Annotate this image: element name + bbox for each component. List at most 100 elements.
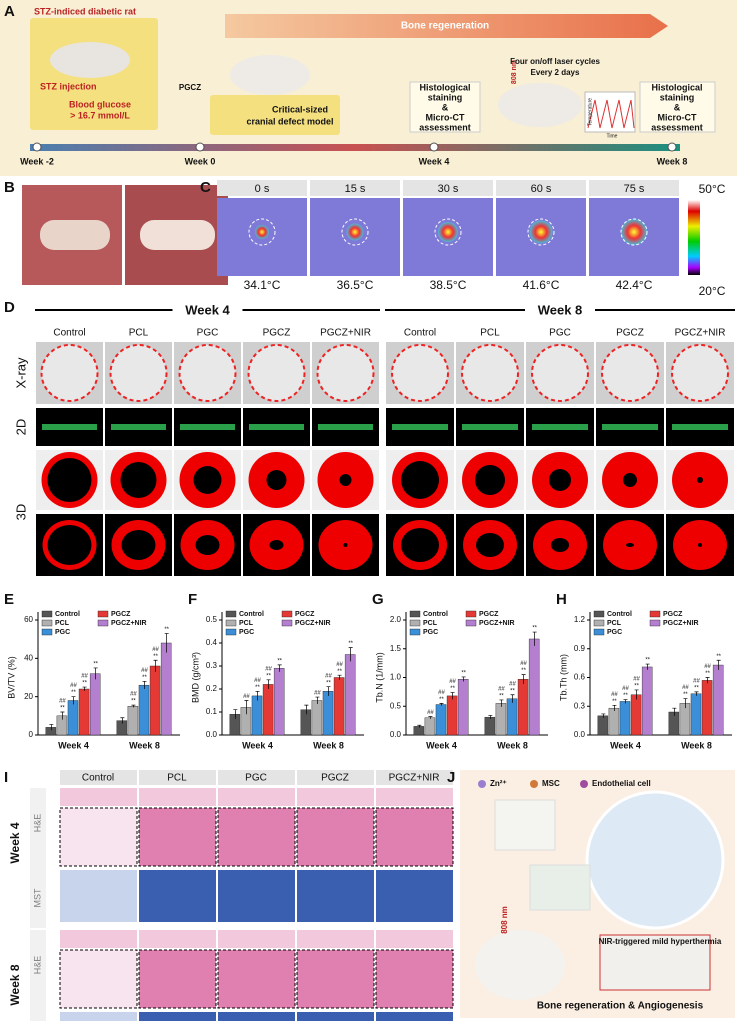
error-bar — [60, 711, 65, 720]
label: X-ray — [13, 357, 28, 389]
error-bar — [348, 647, 353, 662]
photo-b-scaffolds — [140, 220, 215, 250]
significance: ** — [255, 685, 260, 691]
time-header — [217, 180, 307, 196]
regeneration-arrow — [225, 14, 668, 38]
legend-swatch — [225, 628, 237, 636]
error-bar — [521, 674, 526, 684]
he-overview — [139, 788, 216, 806]
hotspot — [529, 220, 553, 244]
he-overview — [218, 788, 295, 806]
ct3d-defect — [475, 465, 505, 495]
legend-swatch — [649, 619, 661, 627]
panel-label: J — [447, 769, 455, 786]
y-tick-label: 0.0 — [574, 730, 586, 739]
label: Critical-sized — [272, 104, 328, 114]
legend-swatch — [225, 619, 237, 627]
ct3d-defect — [121, 530, 156, 560]
legend-label: PGCZ+NIR — [295, 620, 331, 627]
mst-image — [297, 1012, 374, 1021]
defect-outline — [109, 344, 168, 402]
x-tick-label: Week 8 — [497, 740, 528, 750]
label: 38.5°C — [430, 278, 467, 292]
label: PCL — [129, 328, 149, 339]
legend-label: PGCZ+NIR — [111, 620, 147, 627]
assessment-box — [639, 81, 716, 133]
significance: ## — [427, 710, 434, 716]
bar — [619, 701, 631, 736]
label: Four on/off laser cycles — [510, 57, 600, 66]
error-bar — [601, 713, 606, 718]
defect-outline — [531, 344, 589, 402]
label: Temperature — [587, 98, 593, 126]
error-bar — [694, 691, 699, 696]
bar — [138, 684, 150, 736]
bar — [160, 642, 172, 736]
significance: ** — [532, 626, 537, 632]
bar — [506, 698, 518, 736]
legend-swatch — [281, 619, 293, 627]
mechanism-circle — [585, 790, 725, 930]
legend-icon — [530, 780, 538, 788]
y-tick-label: 0.0 — [206, 730, 218, 739]
scaffold-image — [599, 934, 711, 991]
he-overview — [297, 788, 374, 806]
legend-label: PGC — [423, 629, 438, 636]
y-axis-label: Tb.N (1/mm) — [374, 652, 384, 703]
bar — [457, 679, 469, 736]
significance: ## — [520, 661, 527, 667]
ct3d-defect — [343, 543, 348, 547]
significance: ## — [438, 690, 445, 696]
significance: ## — [152, 647, 159, 653]
error-bar — [439, 703, 444, 706]
bar — [641, 666, 653, 736]
x-tick-label: Week 8 — [313, 740, 344, 750]
legend-swatch — [97, 610, 109, 618]
ct2d-bone — [180, 424, 235, 430]
significance: ** — [439, 697, 444, 703]
scaffold-image — [529, 864, 591, 911]
significance: ** — [142, 675, 147, 681]
significance: ** — [612, 699, 617, 705]
bar — [597, 715, 609, 736]
y-tick-label: 2.0 — [390, 615, 402, 624]
he-zoom — [59, 807, 138, 867]
temperature-curve — [587, 99, 635, 129]
defect-outline — [316, 344, 375, 402]
legend-label: PGCZ — [295, 611, 315, 618]
y-tick-label: 0.2 — [206, 684, 218, 693]
y-tick-label: 0.1 — [206, 707, 218, 716]
label: Histological — [419, 82, 470, 92]
error-bar — [634, 689, 639, 700]
error-bar — [315, 696, 320, 704]
mst-image — [376, 870, 453, 922]
legend-label: PGCZ+NIR — [479, 620, 515, 627]
error-bar — [337, 674, 342, 680]
bar — [251, 695, 263, 736]
he-overview — [139, 930, 216, 948]
significance: ** — [521, 668, 526, 674]
significance: ** — [634, 684, 639, 690]
ct3d-defect — [476, 533, 504, 557]
y-axis-label: BMD (g/cm³) — [190, 652, 200, 703]
defect-outline — [671, 344, 729, 402]
hotspot — [438, 222, 458, 242]
ct3d-defect — [549, 469, 571, 491]
error-bar — [705, 677, 710, 684]
label: MSC — [542, 779, 560, 788]
bar — [712, 664, 724, 736]
significance: ** — [93, 661, 98, 667]
significance: ** — [266, 673, 271, 679]
label: 30 s — [438, 183, 459, 195]
x-tick-label: Week 4 — [242, 740, 273, 750]
label: cranial defect model — [246, 116, 333, 126]
bar — [424, 717, 436, 736]
significance: ** — [645, 658, 650, 664]
label: Control — [53, 328, 85, 339]
label: PGCZ+NIR — [320, 328, 371, 339]
time-header — [589, 180, 679, 196]
legend-swatch — [97, 619, 109, 627]
time-header — [496, 180, 586, 196]
panel-label: C — [200, 179, 211, 196]
ct2d-bone — [111, 424, 166, 430]
